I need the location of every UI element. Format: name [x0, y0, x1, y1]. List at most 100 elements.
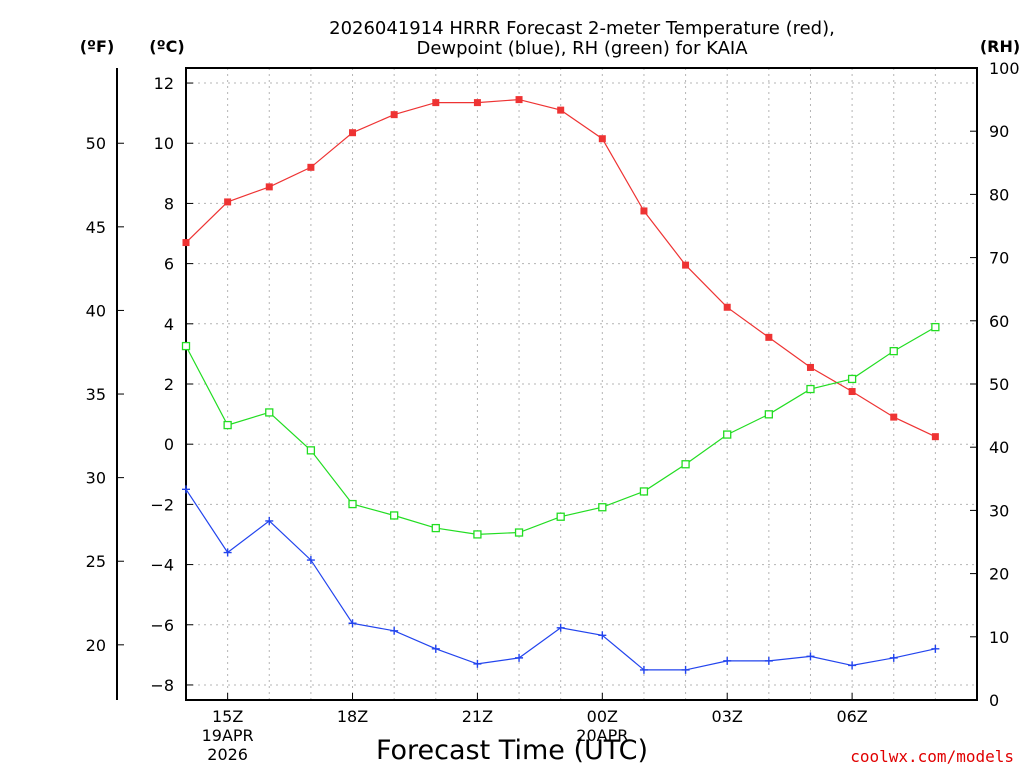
rh-point: [306, 446, 316, 455]
temperature-point: [307, 163, 315, 171]
temperature-point: [515, 96, 523, 104]
rh-tick-label: 0: [989, 691, 999, 710]
temperature-point: [723, 303, 731, 311]
time-tick-label: 03Z: [712, 707, 743, 726]
temperature-point: [848, 388, 856, 396]
rh-tick-label: 70: [989, 249, 1009, 268]
chart-title-line-2: Dewpoint (blue), RH (green) for KAIA: [416, 38, 748, 59]
dewpoint-point: [806, 652, 815, 661]
time-tick-label: 21Z: [462, 707, 493, 726]
time-tick-label: 18Z: [337, 707, 368, 726]
rh-tick-label: 30: [989, 501, 1009, 520]
rh-tick-label: 10: [989, 628, 1009, 647]
temperature-series: [182, 96, 939, 441]
rh-point: [265, 408, 274, 417]
rh-point: [473, 530, 482, 539]
celsius-tick-label: 2: [164, 375, 174, 394]
celsius-tick-label: 6: [164, 255, 174, 274]
fahrenheit-tick-label: 45: [86, 218, 106, 237]
rh-unit-label: (RH): [980, 37, 1020, 56]
fahrenheit-tick-label: 35: [86, 385, 106, 404]
dewpoint-point: [723, 656, 732, 665]
temperature-point: [349, 129, 357, 137]
rh-point: [806, 384, 815, 394]
fahrenheit-tick-label: 50: [86, 134, 106, 153]
dewpoint-point: [681, 665, 690, 674]
celsius-tick-label: 8: [164, 194, 174, 213]
rh-point: [431, 523, 440, 533]
dewpoint-point: [764, 656, 773, 665]
rh-series: [181, 322, 940, 539]
rh-tick-label: 40: [989, 438, 1009, 457]
rh-point: [639, 487, 649, 496]
temperature-point: [640, 207, 648, 215]
dewpoint-point: [473, 659, 482, 668]
rh-point: [181, 341, 191, 351]
celsius-tick-label: −6: [150, 616, 174, 635]
data-series: [181, 96, 940, 674]
time-tick-label: 06Z: [836, 707, 867, 726]
rh-tick-label: 60: [989, 312, 1009, 331]
celsius-tick-label: 12: [154, 74, 174, 93]
rh-point: [764, 410, 773, 419]
dewpoint-point: [848, 661, 857, 670]
rh-point: [931, 322, 940, 332]
chart-title-line-1: 2026041914 HRRR Forecast 2-meter Tempera…: [329, 18, 835, 39]
celsius-tick-label: −2: [150, 495, 174, 514]
temperature-point: [390, 111, 398, 119]
dewpoint-point: [931, 644, 940, 653]
temperature-point: [182, 239, 190, 247]
temperature-point: [432, 99, 440, 107]
time-tick-year: 2026: [207, 745, 248, 764]
rh-tick-label: 100: [989, 59, 1020, 78]
grid-lines: [185, 68, 978, 700]
dewpoint-point: [431, 644, 440, 653]
rh-point: [889, 346, 898, 356]
rh-point: [556, 512, 565, 521]
celsius-tick-label: 10: [154, 134, 174, 153]
rh-point: [847, 374, 857, 384]
temperature-point: [682, 261, 690, 269]
temperature-point: [890, 413, 898, 421]
fahrenheit-unit-label: (ºF): [80, 37, 115, 56]
time-tick-label: 15Z: [212, 707, 243, 726]
dewpoint-point: [556, 623, 565, 632]
celsius-tick-label: 4: [164, 315, 174, 334]
rh-point: [723, 430, 732, 439]
dewpoint-point: [306, 556, 315, 565]
dewpoint-point: [639, 665, 648, 674]
rh-tick-label: 20: [989, 565, 1009, 584]
rh-tick-label: 50: [989, 375, 1009, 394]
fahrenheit-tick-label: 20: [86, 636, 106, 655]
dewpoint-point: [515, 653, 524, 662]
rh-point: [514, 528, 524, 537]
celsius-unit-label: (ºC): [149, 37, 184, 56]
celsius-tick-label: 0: [164, 435, 174, 454]
temperature-point: [265, 183, 273, 191]
rh-point: [598, 503, 607, 512]
credit-text: coolwx.com/models: [850, 747, 1014, 766]
rh-tick-label: 90: [989, 122, 1009, 141]
temperature-point: [765, 333, 773, 341]
time-tick-date: 20APR: [576, 726, 628, 745]
rh-point: [390, 511, 399, 520]
rh-point: [348, 499, 357, 509]
dewpoint-point: [598, 631, 607, 640]
temperature-point: [931, 433, 939, 441]
celsius-tick-label: −8: [150, 676, 174, 695]
dewpoint-point: [182, 485, 190, 494]
temperature-point: [557, 106, 565, 114]
fahrenheit-axis: 50 45 40 35 30 25 20: [86, 134, 124, 655]
rh-line: [185, 326, 936, 536]
fahrenheit-tick-label: 25: [86, 552, 106, 571]
rh-point: [681, 460, 690, 469]
rh-tick-label: 80: [989, 185, 1009, 204]
temperature-point: [473, 99, 481, 107]
dewpoint-point: [265, 516, 274, 525]
temperature-point: [224, 198, 232, 206]
celsius-axis: 12 10 8 6 4 2 0 −2 −4 −6 −8: [150, 74, 193, 695]
dewpoint-point: [390, 626, 399, 635]
